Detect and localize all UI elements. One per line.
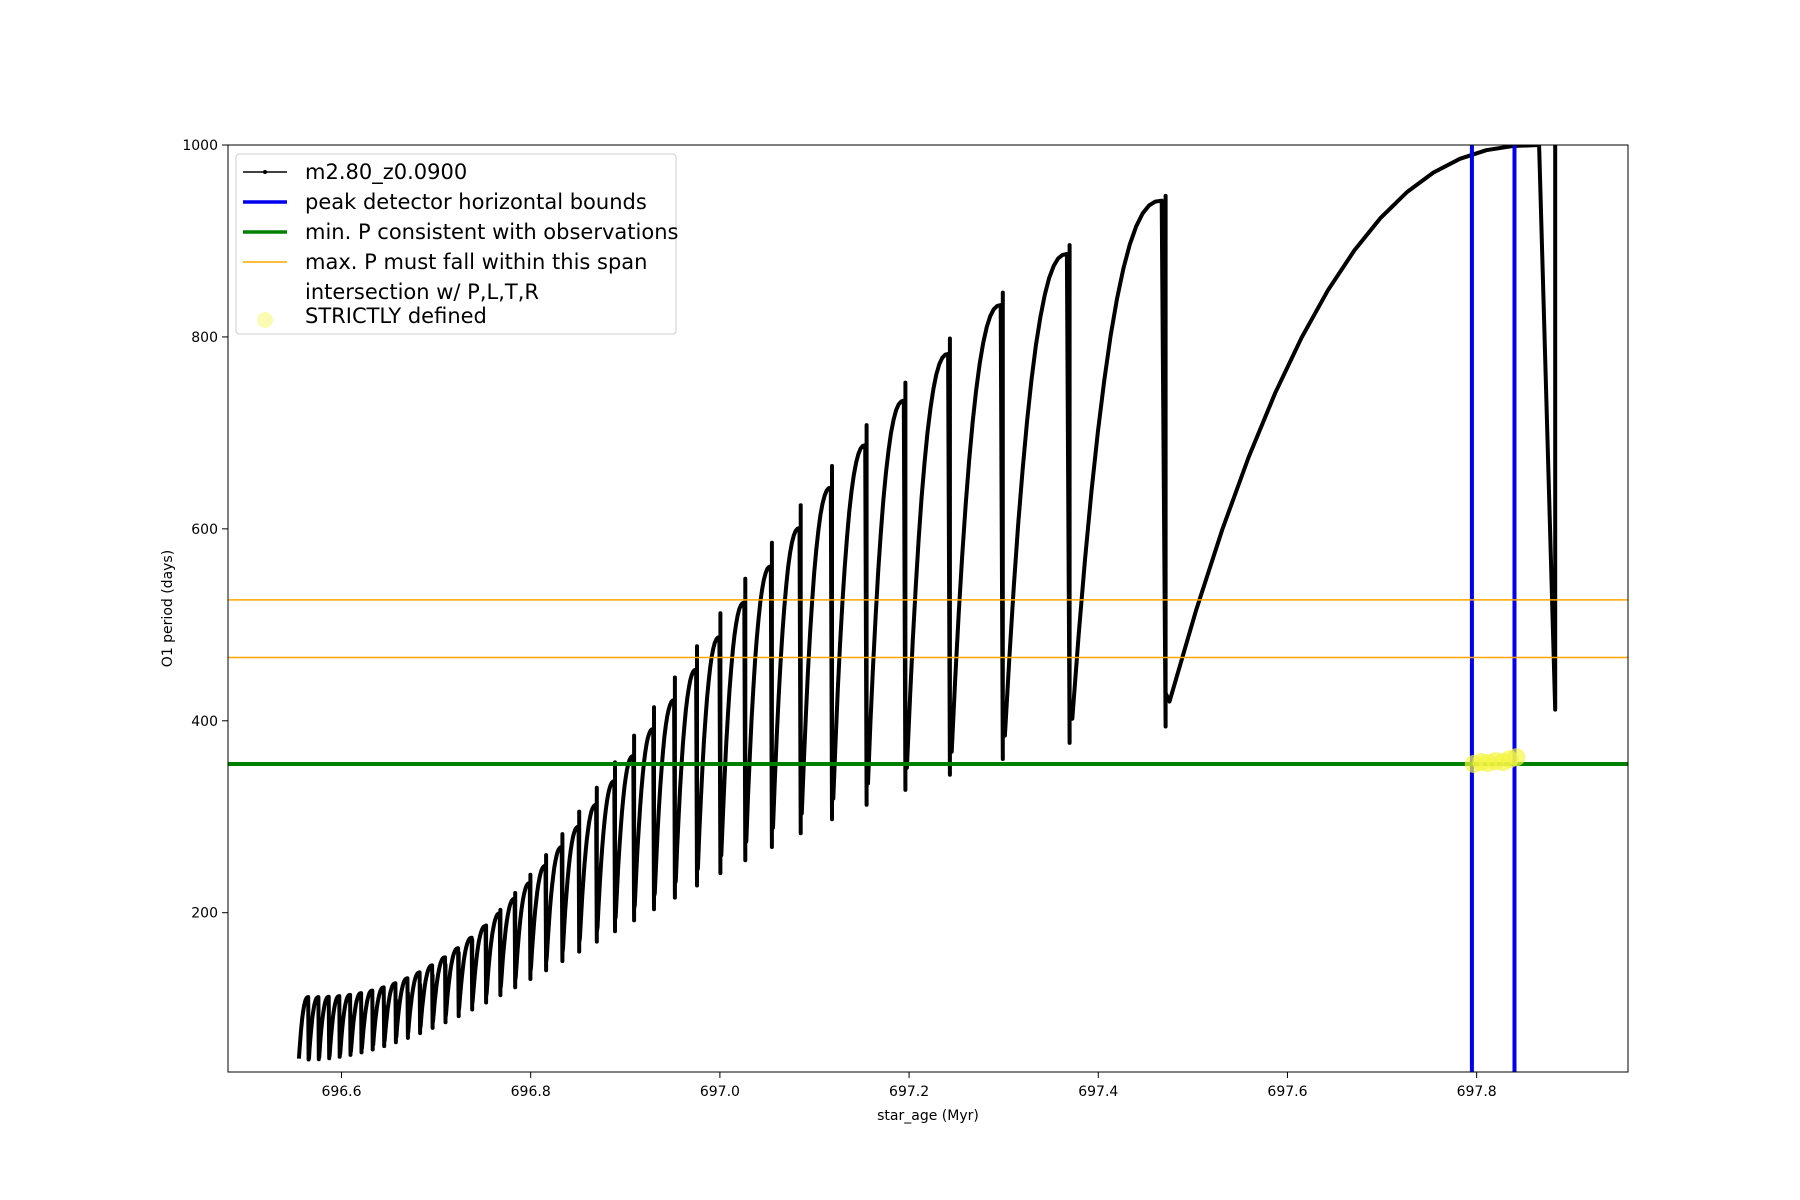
x-tick-label-1: 696.8 (511, 1084, 551, 1100)
x-axis-label: star_age (Myr) (877, 1108, 979, 1124)
legend-swatch (257, 312, 273, 328)
reference-lines (228, 145, 1628, 1072)
legend-label: intersection w/ P,L,T,R (305, 280, 539, 304)
highlight-point-6 (1507, 748, 1526, 767)
y-tick-label-4: 1000 (182, 138, 218, 154)
x-tick-label-4: 697.4 (1078, 1084, 1118, 1100)
legend-box (235, 153, 677, 335)
series-line-0 (296, 145, 1558, 1062)
y-tick-label-1: 400 (191, 714, 218, 730)
legend-label: max. P must fall within this span (305, 250, 647, 274)
legend-label: min. P consistent with observations (305, 220, 678, 244)
legend-item-1: peak detector horizontal bounds (243, 190, 647, 214)
y-tick-label-0: 200 (191, 906, 218, 922)
series-layer (296, 145, 1558, 1062)
x-tick-label-5: 697.6 (1267, 1084, 1307, 1100)
x-axis-ticks: 696.6 696.8 697.0 697.2 697.4 697.6 697.8 (321, 1072, 1497, 1100)
x-tick-label-6: 697.8 (1457, 1084, 1497, 1100)
legend-item-0: m2.80_z0.0900 (243, 160, 467, 185)
y-axis-ticks: 200 400 600 800 1000 (182, 138, 228, 922)
y-tick-label-2: 600 (191, 522, 218, 538)
legend-item-2: min. P consistent with observations (243, 220, 678, 244)
legend-label: STRICTLY defined (305, 304, 487, 328)
legend-label: peak detector horizontal bounds (305, 190, 647, 214)
x-tick-label-0: 696.6 (321, 1084, 361, 1100)
plot-frame (227, 144, 1629, 1073)
y-axis-label: O1 period (days) (160, 550, 176, 667)
x-tick-label-3: 697.2 (889, 1084, 929, 1100)
y-tick-label-3: 800 (191, 330, 218, 346)
legend-item-3: max. P must fall within this span (243, 250, 647, 274)
highlight-points (1464, 748, 1526, 773)
legend-label: m2.80_z0.0900 (305, 160, 467, 185)
legend-swatch-dot (263, 170, 267, 174)
x-tick-label-2: 697.0 (700, 1084, 740, 1100)
